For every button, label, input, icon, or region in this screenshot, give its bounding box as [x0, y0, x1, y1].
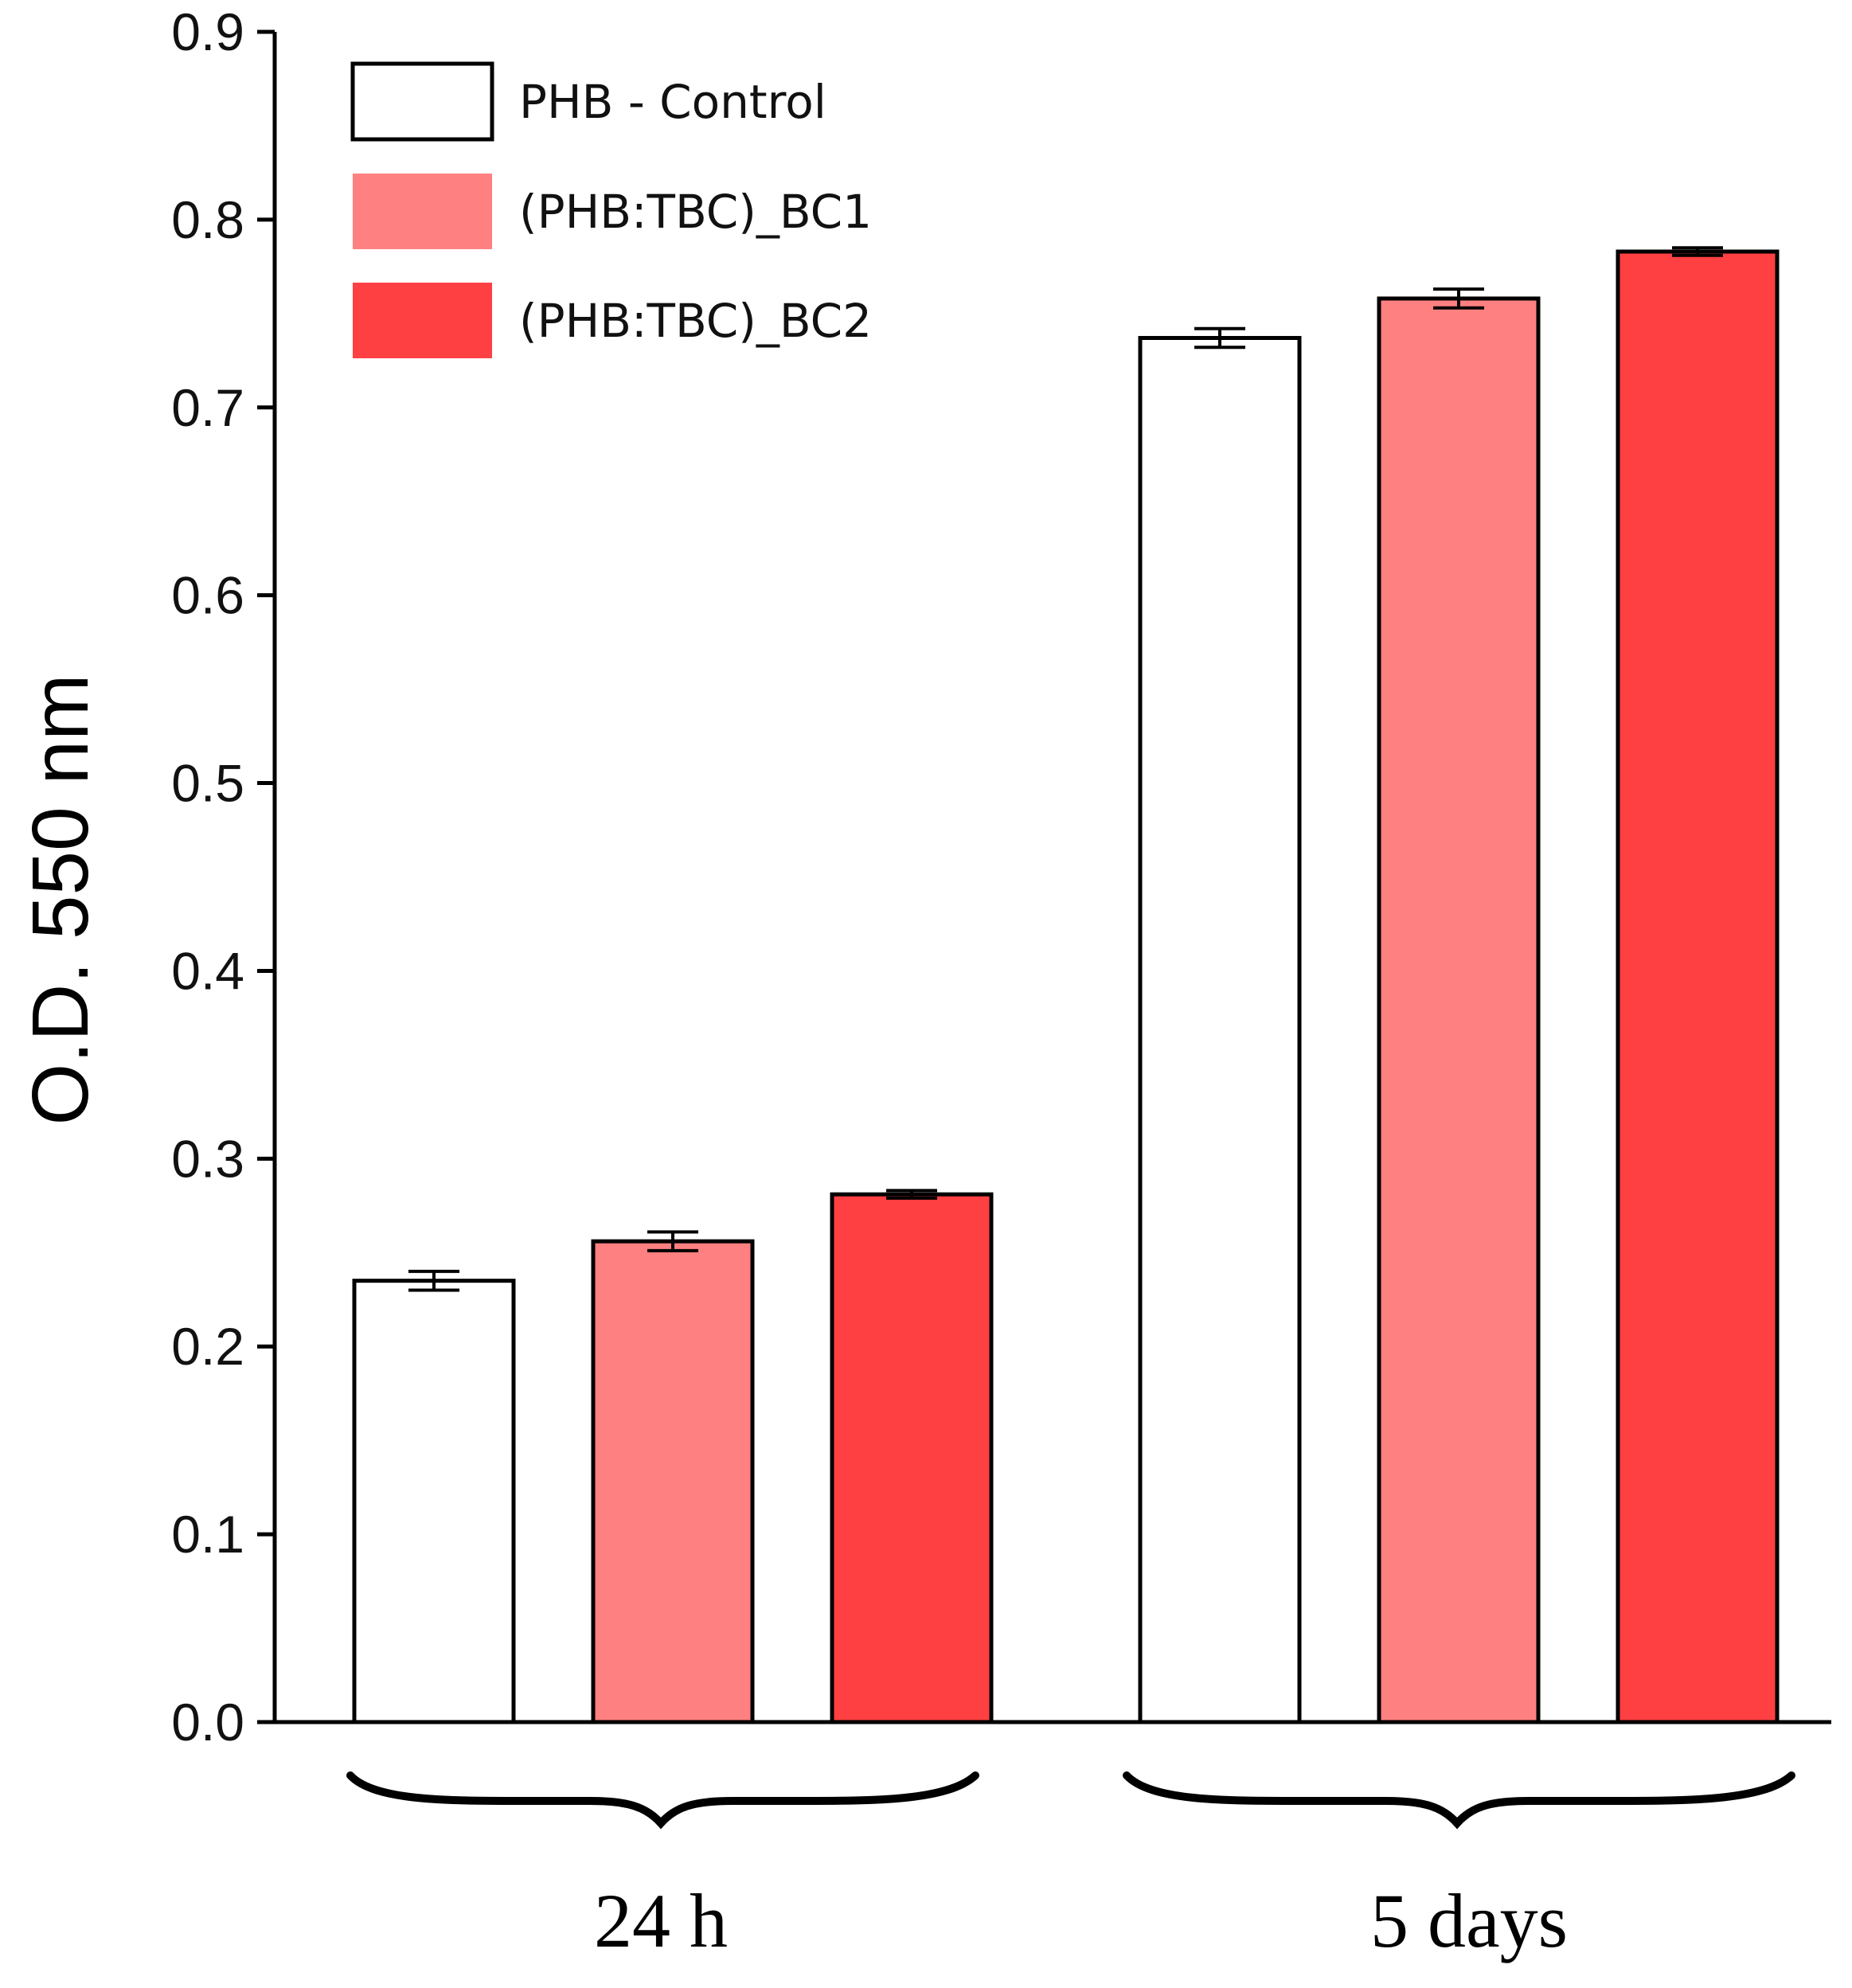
- x-group-label: 5 days: [1370, 1878, 1568, 1963]
- brace-5days: [1123, 1771, 1795, 1830]
- y-tick-label: 0.2: [171, 1317, 244, 1376]
- group-labels: 24 h 5 days: [594, 1878, 1568, 1963]
- bar: [1138, 335, 1302, 1724]
- y-tick-label: 0.4: [171, 941, 244, 1000]
- y-ticks: 0.0 0.1 0.2 0.3 0.4 0.5 0.6 0.7 0.8 0.9: [171, 2, 275, 1752]
- y-tick-label: 0.8: [171, 190, 244, 249]
- y-tick-label: 0.0: [171, 1693, 244, 1752]
- legend-swatch: [353, 283, 492, 358]
- y-tick-label: 0.1: [171, 1505, 244, 1564]
- legend-label: (PHB:TBC)_BC2: [519, 294, 872, 348]
- y-tick-label: 0.9: [171, 2, 244, 61]
- legend-label: (PHB:TBC)_BC1: [519, 185, 872, 239]
- x-group-label: 24 h: [594, 1878, 728, 1963]
- chart-axes: [272, 32, 1831, 1724]
- bars: [352, 249, 1780, 1724]
- legend-swatch: [353, 174, 492, 249]
- y-tick-label: 0.3: [171, 1129, 244, 1188]
- bar: [1616, 249, 1780, 1724]
- bar: [352, 1279, 516, 1724]
- legend: PHB - Control (PHB:TBC)_BC1 (PHB:TBC)_BC2: [350, 61, 872, 358]
- brace-24h: [346, 1771, 979, 1830]
- error-bars: [408, 246, 1723, 1292]
- bar: [830, 1192, 994, 1724]
- legend-swatch: [350, 61, 494, 142]
- bar: [591, 1239, 755, 1724]
- y-tick-label: 0.6: [171, 566, 244, 625]
- legend-label: PHB - Control: [519, 75, 826, 129]
- y-tick-label: 0.7: [171, 378, 244, 437]
- group-braces: [346, 1771, 1795, 1830]
- bar: [1377, 296, 1541, 1724]
- y-tick-label: 0.5: [171, 754, 244, 813]
- y-axis-title: O.D. 550 nm: [16, 674, 105, 1126]
